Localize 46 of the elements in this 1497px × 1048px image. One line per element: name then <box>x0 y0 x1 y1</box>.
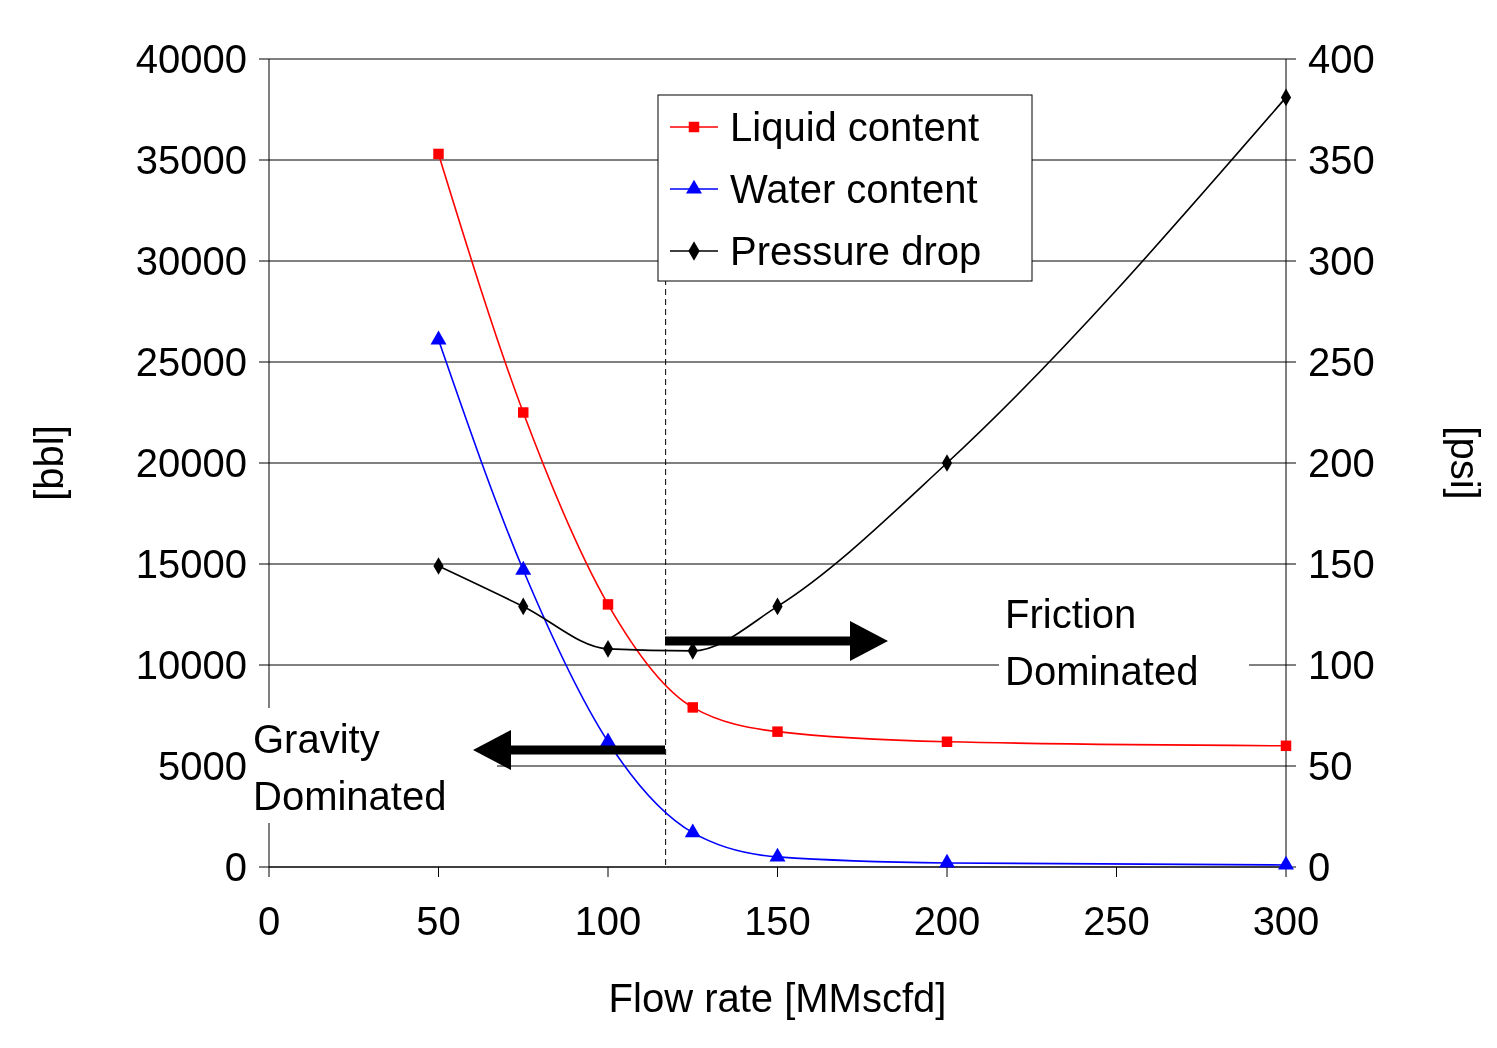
x-axis-title: Flow rate [MMscfd] <box>608 976 947 1020</box>
y2-tick-label: 300 <box>1308 239 1375 283</box>
point <box>433 148 444 160</box>
point <box>430 330 447 345</box>
point <box>941 736 953 747</box>
point <box>602 599 614 610</box>
point <box>518 407 529 418</box>
y2-axis-title: [psi] <box>1443 426 1487 500</box>
y-tick-label: 30000 <box>135 239 247 283</box>
y2-tick-label: 250 <box>1308 340 1375 384</box>
y2-tick-label: 400 <box>1308 37 1375 81</box>
point <box>772 726 783 737</box>
y2-tick-label: 150 <box>1308 542 1375 586</box>
y-tick-label: 5000 <box>158 744 247 788</box>
x-tick-label: 50 <box>416 899 461 943</box>
point <box>600 732 616 747</box>
legend-label: Liquid content <box>730 105 980 149</box>
y-tick-label: 25000 <box>135 340 247 384</box>
point <box>687 702 698 713</box>
point <box>769 847 786 862</box>
point <box>939 853 955 868</box>
legend-label: Pressure drop <box>730 229 982 273</box>
x-tick-label: 200 <box>913 899 981 943</box>
y-tick-label: 20000 <box>135 441 247 485</box>
y-tick-label: 10000 <box>135 643 247 687</box>
x-tick-label: 150 <box>744 899 811 943</box>
y2-tick-label: 100 <box>1308 643 1375 687</box>
annotation: Gravity Dominated <box>253 717 447 818</box>
x-tick-label: 100 <box>574 899 642 943</box>
y2-tick-label: 0 <box>1308 845 1331 889</box>
x-tick-label: 300 <box>1252 899 1320 943</box>
y-tick-label: 0 <box>224 845 247 889</box>
point <box>684 823 701 838</box>
point <box>515 560 532 575</box>
y2-tick-label: 200 <box>1308 441 1375 485</box>
y-tick-label: 35000 <box>135 138 247 182</box>
point <box>1280 740 1292 752</box>
y-tick-label: 15000 <box>135 542 247 586</box>
x-tick-label: 0 <box>257 899 281 943</box>
annotation: Friction Dominated <box>1005 592 1199 693</box>
x-tick-label: 250 <box>1083 899 1150 943</box>
y-tick-label: 40000 <box>135 37 247 81</box>
y2-tick-label: 50 <box>1308 744 1353 788</box>
y-axis-title: [bbl] <box>27 425 71 501</box>
legend-label: Water content <box>730 167 978 211</box>
y2-tick-label: 350 <box>1308 138 1375 182</box>
